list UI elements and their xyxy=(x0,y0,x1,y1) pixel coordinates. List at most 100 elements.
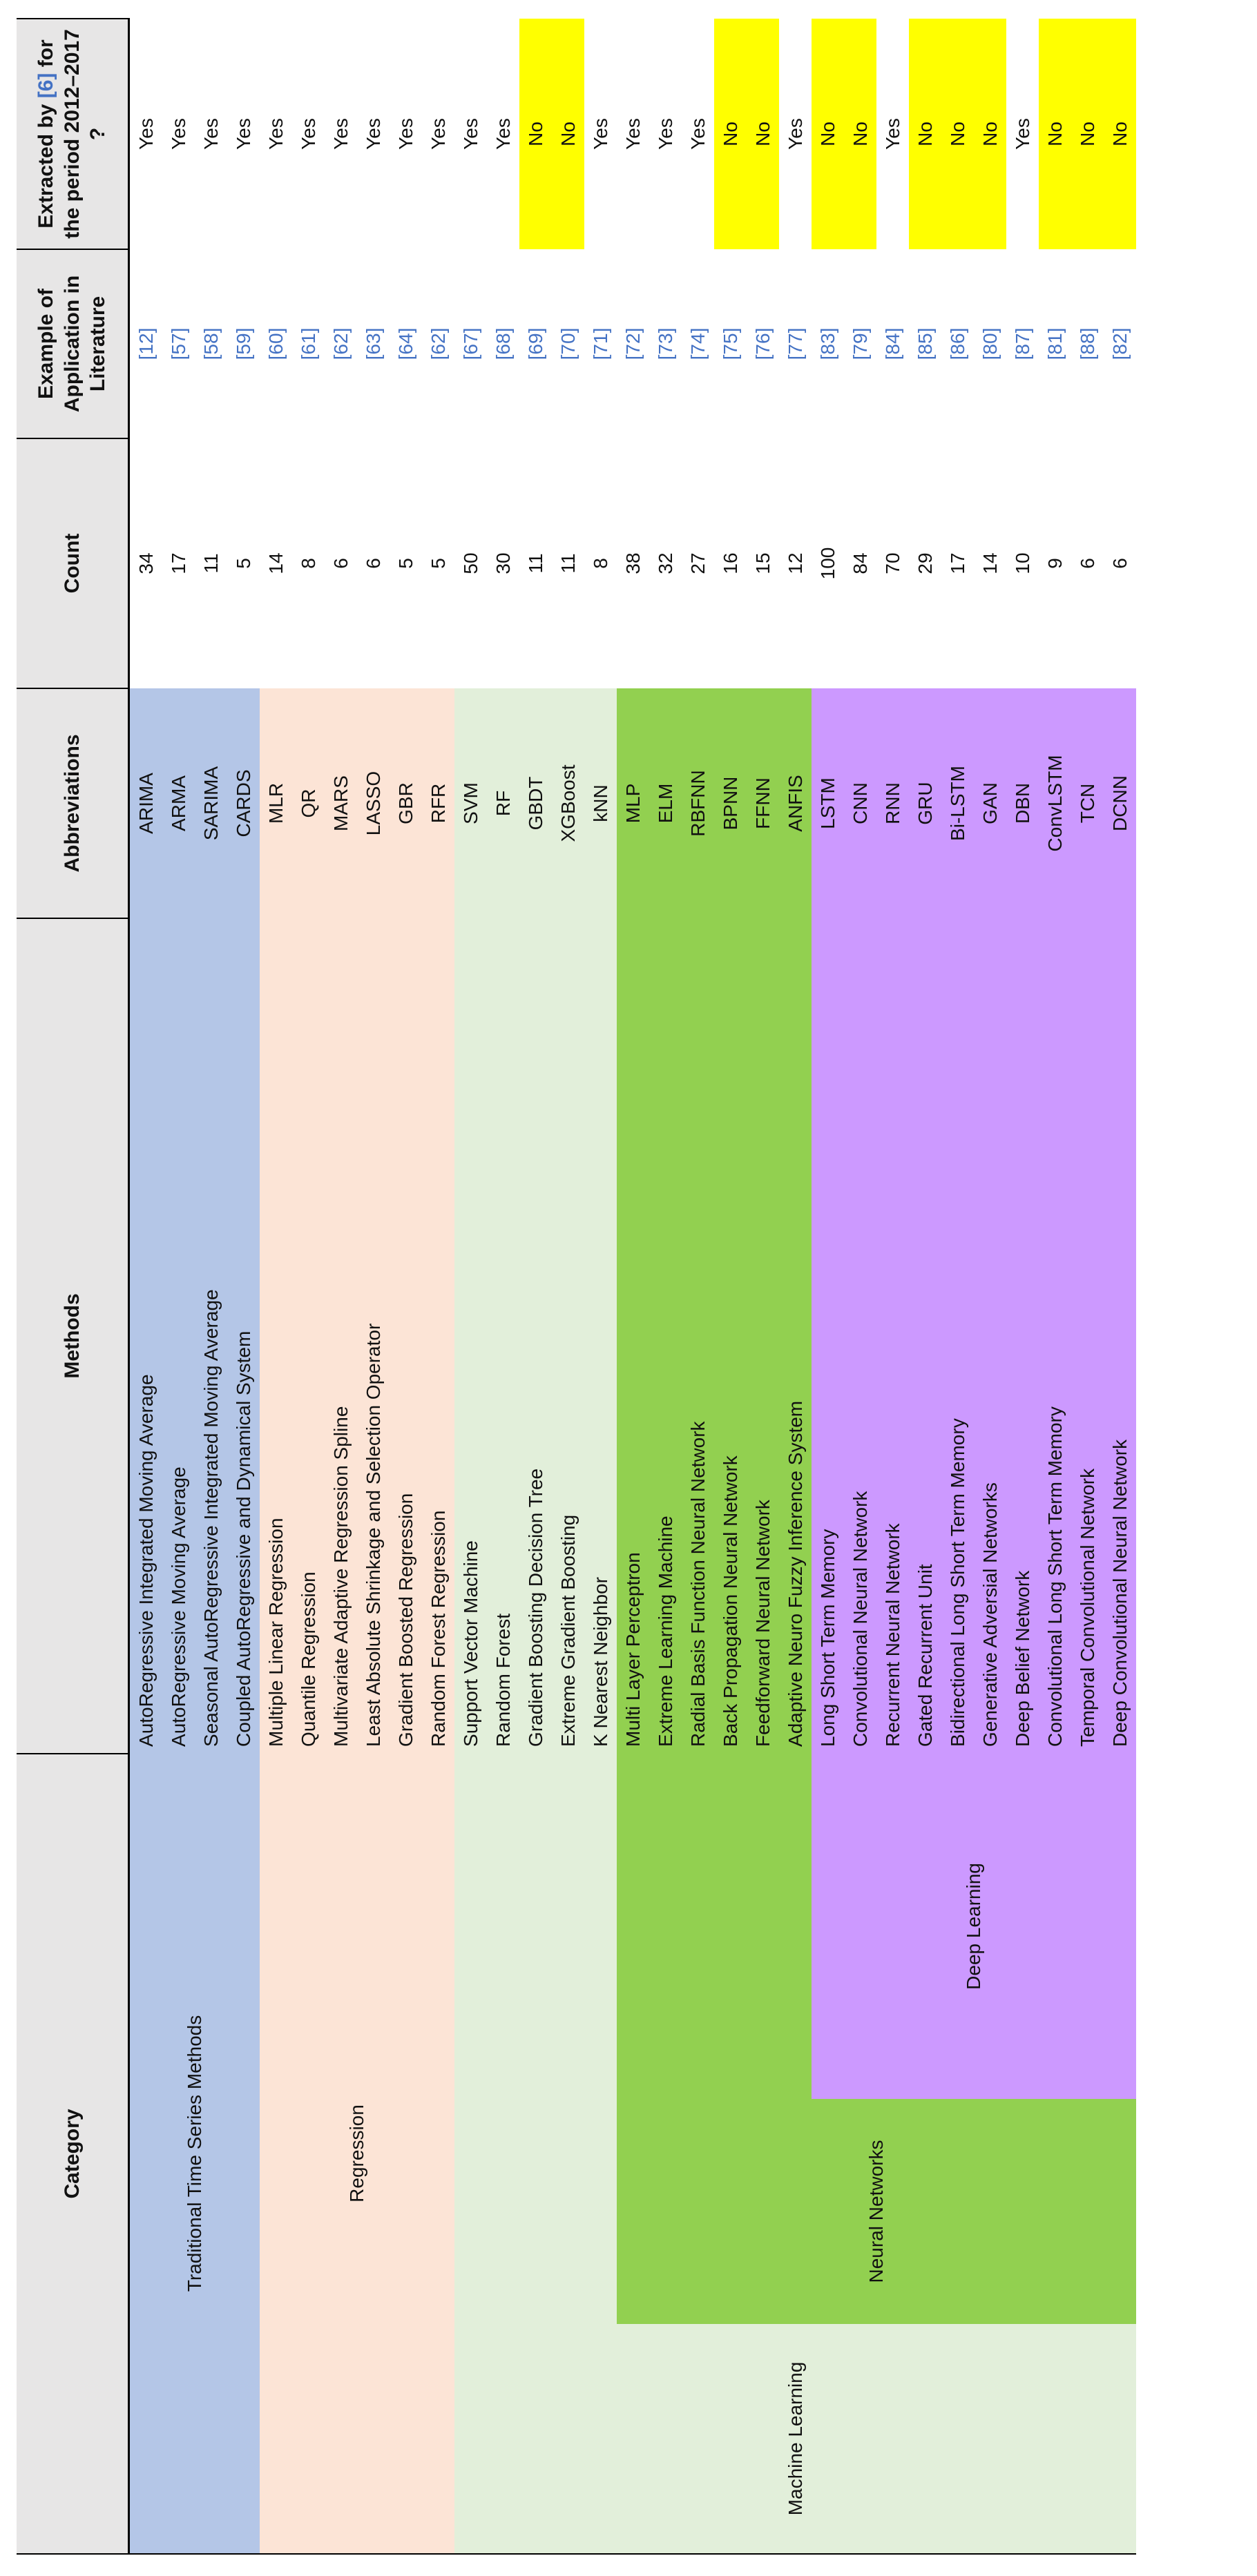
count-cell: 5 xyxy=(232,558,254,569)
abbreviation-cell: ConvLSTM xyxy=(1039,688,1071,918)
method-cell: Extreme Learning Machine xyxy=(649,918,682,1754)
reference-cell: [68] xyxy=(492,327,514,360)
method-cell: Long Short Term Memory xyxy=(812,918,844,1754)
header-category: Category xyxy=(17,1753,129,2554)
reference-cell: [70] xyxy=(557,327,579,360)
reference-cell: [85] xyxy=(914,327,936,360)
reference-cell: [77] xyxy=(784,327,806,360)
reference-cell: [86] xyxy=(946,327,968,360)
extracted-cell: Yes xyxy=(589,118,611,150)
reference-cell: [88] xyxy=(1076,327,1098,360)
count-cell: 10 xyxy=(1011,552,1033,574)
reference-cell: [60] xyxy=(265,327,287,360)
reference-cell: [61] xyxy=(297,327,319,360)
abbreviation-cell: RF xyxy=(487,688,519,918)
reference-cell: [82] xyxy=(1109,327,1131,360)
abbreviation-cell: ARIMA xyxy=(128,688,162,918)
category-cell: Machine Learning xyxy=(454,2324,1136,2554)
category-label: Neural Networks xyxy=(865,2140,887,2283)
reference-cell: [79] xyxy=(849,327,871,360)
count-cell: 34 xyxy=(135,552,157,574)
reference-cell: [73] xyxy=(654,327,676,360)
method-cell: Least Absolute Shrinkage and Selection O… xyxy=(357,918,390,1754)
extracted-cell: Yes xyxy=(654,118,676,150)
extracted-cell: No xyxy=(1071,18,1104,249)
extracted-cell: Yes xyxy=(622,118,644,150)
count-cell: 11 xyxy=(200,553,222,574)
category-cell: Regression xyxy=(260,1753,454,2554)
count-cell: 17 xyxy=(167,552,189,574)
reference-cell: [75] xyxy=(719,327,741,360)
count-cell: 12 xyxy=(784,552,806,574)
method-cell: Recurrent Neural Network xyxy=(876,918,909,1754)
extracted-cell: No xyxy=(909,18,941,249)
header-count: Count xyxy=(17,438,129,688)
abbreviation-cell: RBFNN xyxy=(682,688,714,918)
abbreviation-cell: MLR xyxy=(260,688,292,918)
count-cell: 27 xyxy=(687,552,709,574)
method-cell: Multi Layer Perceptron xyxy=(617,918,649,1754)
abbreviation-cell: XGBoost xyxy=(552,688,584,918)
abbreviation-cell: GBDT xyxy=(519,688,552,918)
reference-cell: [58] xyxy=(200,327,222,360)
abbreviation-cell: CARDS xyxy=(227,688,260,918)
count-cell: 50 xyxy=(459,552,481,574)
abbreviation-cell: RFR xyxy=(422,688,454,918)
category-label: Traditional Time Series Methods xyxy=(184,2015,205,2292)
method-cell: Random Forest xyxy=(487,918,519,1754)
method-cell: Convolutional Neural Network xyxy=(844,918,876,1754)
reference-cell: [63] xyxy=(362,327,384,360)
method-cell: Deep Belief Network xyxy=(1006,918,1039,1754)
header-text: Extracted by xyxy=(35,104,58,229)
extracted-cell: No xyxy=(552,18,584,249)
method-cell: Generative Adversial Networks xyxy=(974,918,1006,1754)
reference-cell: [80] xyxy=(979,327,1001,360)
reference-cell: [71] xyxy=(589,327,611,360)
reference-cell: [67] xyxy=(459,327,481,360)
count-cell: 6 xyxy=(329,558,352,569)
method-cell: Multiple Linear Regression xyxy=(260,918,292,1754)
category-label: Regression xyxy=(346,2104,367,2202)
abbreviation-cell: MARS xyxy=(325,688,357,918)
table-body: Traditional Time Series Methods AutoRegre… xyxy=(128,18,1136,2554)
count-cell: 32 xyxy=(654,552,676,574)
extracted-cell: Yes xyxy=(492,118,514,150)
count-cell: 8 xyxy=(297,558,319,569)
count-cell: 84 xyxy=(849,552,871,574)
extracted-cell: Yes xyxy=(1011,118,1033,150)
reference-cell: [84] xyxy=(881,327,903,360)
abbreviation-cell: CNN xyxy=(844,688,876,918)
table-row: Neural Networks Multi Layer Perceptron MLP… xyxy=(617,19,1136,2554)
method-cell: K Nearest Neighbor xyxy=(584,918,617,1754)
abbreviation-cell: SVM xyxy=(454,688,487,918)
count-cell: 100 xyxy=(816,547,838,580)
reference-cell: [74] xyxy=(687,327,709,360)
method-cell: Adaptive Neuro Fuzzy Inference System xyxy=(779,918,812,1754)
extracted-cell: Yes xyxy=(362,118,384,150)
method-cell: AutoRegressive Moving Average xyxy=(162,918,195,1754)
reference-cell: [62] xyxy=(329,327,352,360)
abbreviation-cell: TCN xyxy=(1071,688,1104,918)
method-cell: Temporal Convolutional Network xyxy=(1071,918,1104,1754)
method-cell: Bidirectional Long Short Term Memory xyxy=(941,918,974,1754)
abbreviation-cell: kNN xyxy=(584,688,617,918)
category-label: Machine Learning xyxy=(784,2361,806,2516)
abbreviation-cell: Bi-LSTM xyxy=(941,688,974,918)
methods-table: Category Methods Abbreviations Count Exa… xyxy=(17,18,1136,2555)
extracted-cell: No xyxy=(812,18,844,249)
extracted-cell: Yes xyxy=(784,118,806,150)
reference-cell: [62] xyxy=(427,327,449,360)
reference-cell: [72] xyxy=(622,327,644,360)
abbreviation-cell: LSTM xyxy=(812,688,844,918)
category-fill xyxy=(617,1753,812,2099)
category-cell: Traditional Time Series Methods xyxy=(128,1753,260,2554)
header-ref: [6] xyxy=(35,72,58,99)
extracted-cell: Yes xyxy=(394,118,416,150)
extracted-cell: No xyxy=(974,18,1006,249)
method-cell: Coupled AutoRegressive and Dynamical Sys… xyxy=(227,918,260,1754)
extracted-cell: No xyxy=(1104,18,1136,249)
count-cell: 5 xyxy=(427,558,449,569)
count-cell: 6 xyxy=(1076,558,1098,569)
reference-cell: [69] xyxy=(524,327,546,360)
